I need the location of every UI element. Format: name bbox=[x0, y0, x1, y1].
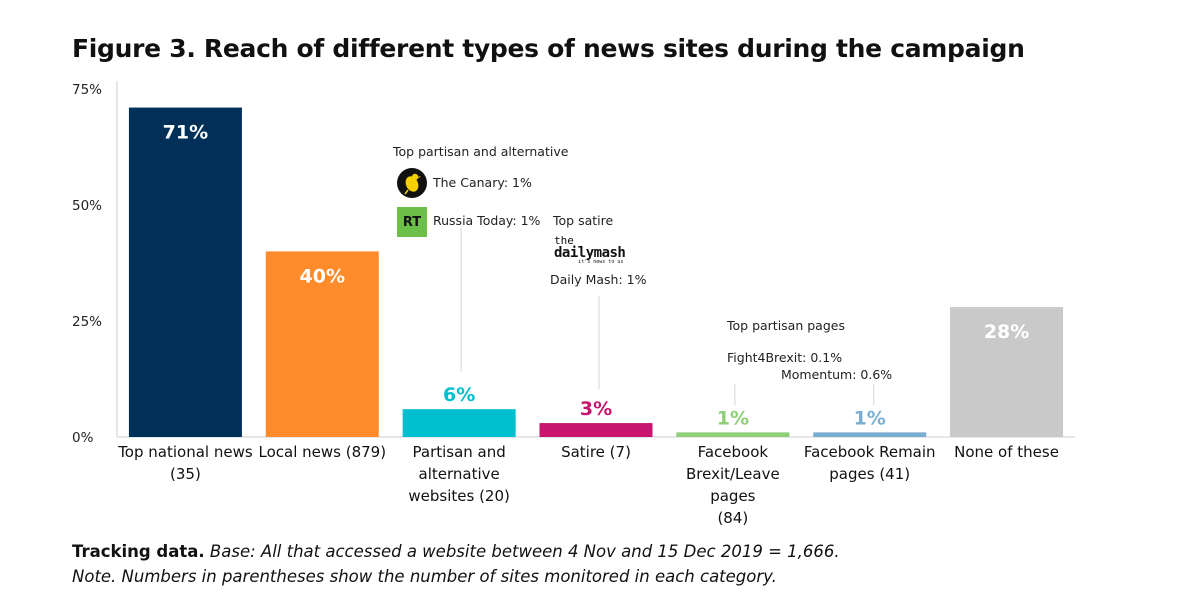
category-label-line: Local news (879) bbox=[258, 443, 387, 461]
category-label: None of these bbox=[937, 441, 1077, 463]
value-labels: 71% 40% 6% 3% 1% 1% 28% bbox=[163, 122, 1030, 430]
bar bbox=[128, 107, 242, 437]
category-label-line: (84) bbox=[717, 509, 749, 527]
category-label-line: Satire (7) bbox=[561, 443, 631, 461]
category-label: Partisan and alternative websites (20) bbox=[389, 441, 529, 507]
momentum-annotation: Momentum: 0.6% bbox=[781, 367, 893, 382]
value-label: 40% bbox=[300, 265, 345, 287]
canary-logo bbox=[397, 168, 427, 198]
value-label: 1% bbox=[854, 407, 886, 429]
dailymash-logo-the: the bbox=[554, 234, 574, 247]
canary-annotation: The Canary: 1% bbox=[433, 175, 532, 190]
category-label-line: Facebook Remain bbox=[803, 443, 936, 461]
bar bbox=[676, 432, 790, 437]
rt-logo: RT bbox=[397, 207, 427, 237]
bars bbox=[128, 107, 1064, 437]
y-tick-label: 0% bbox=[72, 430, 94, 446]
category-label-line: (35) bbox=[170, 465, 201, 483]
value-label: 28% bbox=[984, 321, 1029, 343]
value-label: 71% bbox=[163, 122, 208, 144]
partisan-annotation-heading: Top partisan and alternative bbox=[393, 144, 569, 159]
category-label-line: pages (41) bbox=[829, 465, 911, 483]
category-label: Local news (879) bbox=[252, 441, 392, 463]
category-label-line: None of these bbox=[954, 443, 1059, 461]
bar bbox=[813, 432, 927, 437]
category-label-line: Partisan and bbox=[412, 443, 506, 461]
bar bbox=[950, 307, 1064, 437]
dailymash-logo: the dailymash it's news to us bbox=[554, 234, 626, 265]
category-label-line: Top national news bbox=[118, 443, 253, 461]
footer-base: Base: All that accessed a website betwee… bbox=[209, 542, 840, 561]
dailymash-logo-name: dailymash bbox=[554, 245, 626, 261]
partisan-pages-heading: Top partisan pages bbox=[727, 318, 845, 333]
russia-today-annotation: Russia Today: 1% bbox=[433, 213, 541, 228]
fight4brexit-annotation: Fight4Brexit: 0.1% bbox=[727, 350, 843, 365]
category-label: Top national news (35) bbox=[115, 441, 255, 485]
category-label-line: alternative bbox=[418, 465, 500, 483]
y-tick-label: 50% bbox=[72, 198, 102, 214]
category-label-line: Facebook bbox=[697, 443, 769, 461]
bar bbox=[539, 423, 653, 437]
daily-mash-annotation: Daily Mash: 1% bbox=[550, 272, 647, 287]
bar bbox=[402, 409, 516, 437]
category-label-line: Brexit/Leave pages bbox=[685, 465, 780, 505]
footer-note: Note. Numbers in parentheses show the nu… bbox=[72, 567, 777, 586]
y-tick-label: 75% bbox=[72, 82, 102, 98]
category-label: Facebook Brexit/Leave pages (84) bbox=[663, 441, 803, 529]
annotation-leader-lines bbox=[460, 228, 875, 405]
canary-bird-icon bbox=[404, 173, 421, 195]
chart-title: Figure 3. Reach of different types of ne… bbox=[72, 34, 1025, 63]
y-tick-label: 25% bbox=[72, 314, 102, 330]
value-label: 1% bbox=[717, 407, 749, 429]
chart-footer: Tracking data. Base: All that accessed a… bbox=[72, 539, 840, 589]
bar bbox=[265, 251, 379, 437]
category-label: Facebook Remain pages (41) bbox=[800, 441, 940, 485]
value-label: 3% bbox=[580, 398, 612, 420]
category-label: Satire (7) bbox=[526, 441, 666, 463]
satire-annotation-heading: Top satire bbox=[553, 213, 614, 228]
footer-source-label: Tracking data. bbox=[72, 542, 205, 561]
value-label: 6% bbox=[443, 384, 475, 406]
dailymash-logo-tagline: it's news to us bbox=[578, 259, 624, 265]
category-label-line: websites (20) bbox=[408, 487, 510, 505]
